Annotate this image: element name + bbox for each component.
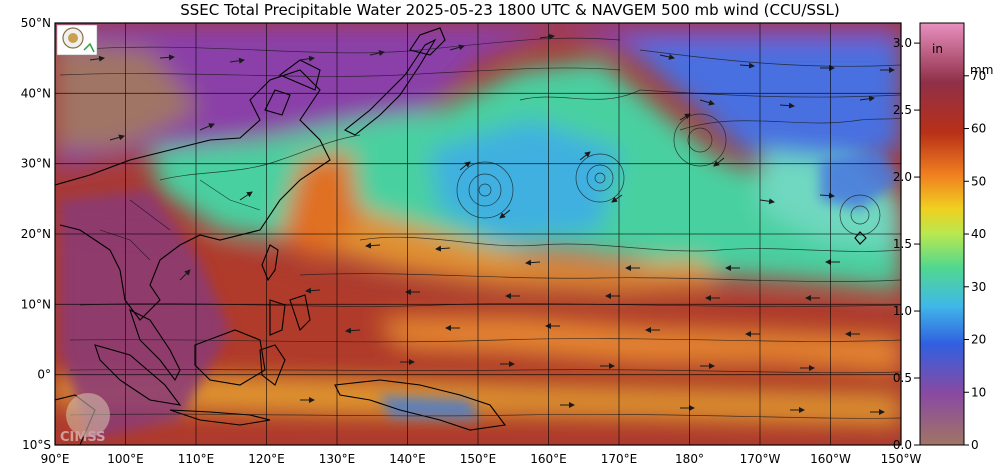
colorbar-mm-label: 0 [971,438,979,452]
colorbar-inch-label: 1.0 [893,304,912,318]
colorbar-inch-label: 0.5 [893,371,912,385]
lon-label: 140°E [389,452,426,466]
lat-lon-grid [55,23,901,445]
lon-label: 150°W [881,452,922,466]
latitude-labels: 50°N 40°N 30°N 20°N 10°N 0° 10°S [21,16,51,452]
lon-label: 160°W [810,452,851,466]
lon-label: 130°E [319,452,356,466]
colorbar-inch-unit: in [932,42,943,56]
lon-label: 160°E [530,452,567,466]
map-frame [54,22,902,446]
emblem-logo [56,24,98,56]
colorbar-mm-ticks: 0 10 20 30 40 50 60 70 [964,69,986,452]
colorbar-mm-label: 30 [971,280,986,294]
cimss-logo: CIMSS [60,393,110,445]
lat-label: 30°N [21,157,51,171]
longitude-labels: 90°E 100°E 110°E 120°E 130°E 140°E 150°E 160°E 1… [41,452,922,466]
tpw-field [55,23,901,445]
colorbar-inch-ticks: 0.0 0.5 1.0 1.5 2.0 2.5 3.0 [893,36,920,452]
lat-label: 0° [37,368,51,382]
colorbar-inch-label: 0.0 [893,438,912,452]
lat-label: 10°N [21,297,51,311]
colorbar-mm-unit: mm [970,63,993,77]
colorbar-inch-label: 2.0 [893,170,912,184]
colorbar-mm-label: 10 [971,385,986,399]
colorbar-inch-label: 1.5 [893,237,912,251]
lon-label: 120°E [248,452,285,466]
coastlines [55,27,867,445]
lon-label: 170°E [601,452,638,466]
lon-label: 150°E [460,452,497,466]
lat-label: 10°S [22,438,51,452]
colorbar: 0.0 0.5 1.0 1.5 2.0 2.5 3.0 0 10 20 30 40 50 60 70 in… [893,22,993,452]
colorbar-mm-label: 50 [971,174,986,188]
lon-label: 180° [675,452,704,466]
lat-label: 40°N [21,86,51,100]
wind-arrows [89,33,895,415]
colorbar-inch-label: 3.0 [893,36,912,50]
colorbar-inch-label: 2.5 [893,103,912,117]
lon-label: 170°W [740,452,781,466]
lat-label: 50°N [21,16,51,30]
colorbar-mm-label: 70 [971,69,986,83]
colorbar-mm-label: 20 [971,333,986,347]
colorbar-mm-label: 40 [971,227,986,241]
lon-label: 100°E [107,452,144,466]
colorbar-mm-label: 60 [971,122,986,136]
lon-label: 90°E [41,452,70,466]
lat-label: 20°N [21,227,51,241]
page-title: SSEC Total Precipitable Water 2025-05-23… [180,1,840,19]
lon-label: 110°E [178,452,215,466]
svg-text:CIMSS: CIMSS [60,430,105,445]
